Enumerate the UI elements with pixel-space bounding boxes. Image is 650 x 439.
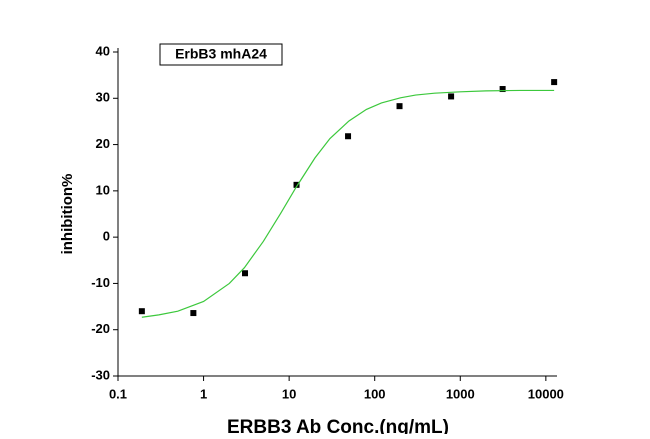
y-axis-label: inhibition% [59, 174, 76, 255]
data-point [499, 86, 506, 93]
x-tick-label: 0.1 [109, 386, 127, 401]
y-tick-label: -10 [91, 275, 110, 290]
y-tick-label: -30 [91, 367, 110, 382]
y-tick-label: -20 [91, 321, 110, 336]
y-tick-label: 20 [96, 136, 110, 151]
x-tick-label: 1000 [446, 386, 475, 401]
annotation-box [159, 43, 283, 66]
data-point [551, 79, 558, 86]
y-tick-label: 0 [103, 229, 110, 244]
data-point [242, 270, 249, 277]
data-point [293, 181, 300, 188]
data-point [190, 310, 197, 317]
x-tick-label: 10000 [528, 386, 564, 401]
data-point [396, 103, 403, 110]
fit-curve [141, 89, 555, 318]
x-tick-label: 10 [282, 386, 296, 401]
y-tick-label: 30 [96, 90, 110, 105]
data-point [138, 308, 145, 315]
y-tick-label: 10 [96, 182, 110, 197]
data-point [448, 93, 455, 100]
y-tick-label: 40 [96, 43, 110, 58]
data-point [345, 133, 352, 140]
x-axis-label: ERBB3 Ab Conc.(ng/mL) [227, 417, 449, 434]
x-tick-label: 1 [200, 386, 207, 401]
annotation: ErbB3 mhA24 [175, 46, 267, 62]
x-tick-label: 100 [364, 386, 386, 401]
